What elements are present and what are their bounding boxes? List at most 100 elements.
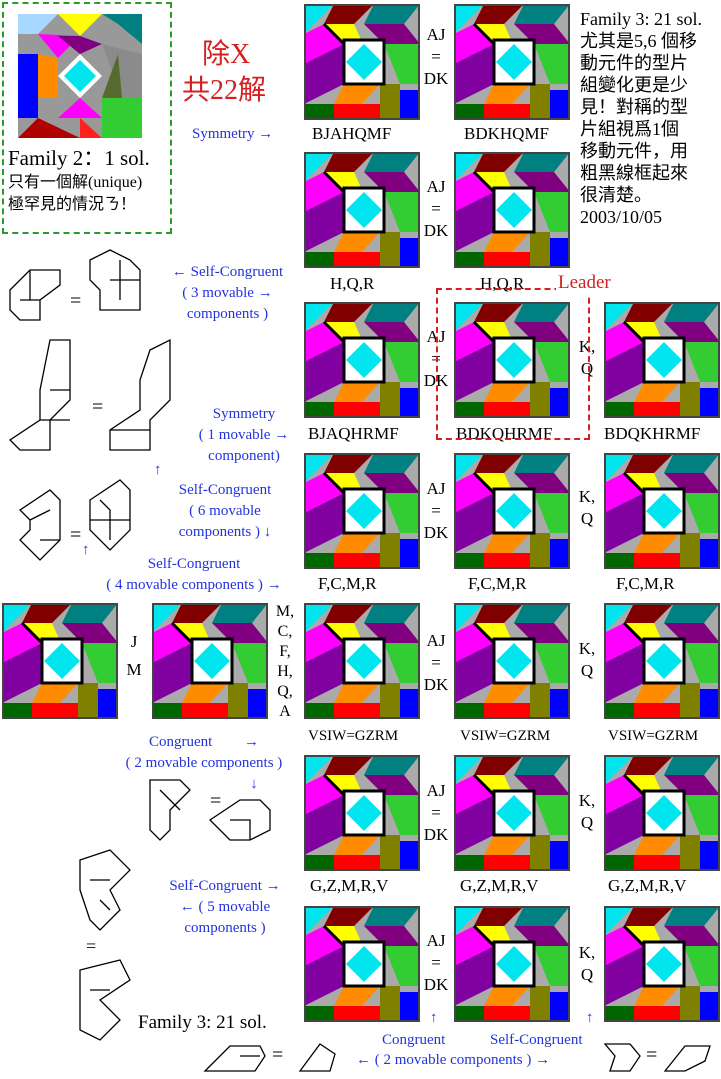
equals-sign: =	[86, 936, 96, 956]
family3-bottom-title: Family 3: 21 sol.	[138, 1012, 267, 1033]
self-congruent-6-note: Self-Congruent ( 6 movable components ) …	[178, 482, 272, 540]
leader-box	[436, 288, 590, 440]
arrow-right-icon: →	[257, 285, 273, 301]
note-line: 尤其是5,6 個移	[580, 31, 697, 51]
aj-dk-label: AJ = DK	[423, 25, 449, 88]
shape-selfcong-b	[663, 1045, 711, 1072]
self-congruent-5-note: Self-Congruent → ← ( 5 movable component…	[169, 878, 281, 936]
caption: VSIW=GZRM	[460, 728, 551, 744]
shape-sym1-right	[109, 338, 171, 451]
shape-sc3-left	[9, 269, 61, 321]
solution-tile	[454, 152, 570, 268]
note-line: 見！對稱的型	[580, 97, 688, 117]
shape-sc5-top	[79, 849, 131, 931]
caption: BJAHQMF	[312, 124, 392, 143]
equals-sign: =	[70, 290, 82, 312]
shape-congruent-b	[298, 1043, 336, 1072]
solution-tile	[152, 603, 268, 719]
bottom-outlines	[203, 1043, 711, 1072]
family2-box	[2, 2, 172, 234]
solution-tile	[604, 755, 720, 871]
leader-label: Leader	[556, 272, 613, 294]
aj-dk-label: AJ = DK	[423, 479, 449, 542]
bottom-congruent: Congruent	[382, 1032, 446, 1048]
kq-label: K, Q	[578, 487, 596, 528]
arrow-up-icon: ↑	[430, 1010, 438, 1026]
caption: BDKHQMF	[464, 124, 550, 143]
arrow-right-icon: →	[274, 427, 290, 443]
arrow-up-icon: ↑	[82, 542, 90, 558]
solution-tile	[454, 755, 570, 871]
arrow-up-icon: ↑	[154, 462, 162, 478]
arrow-left-icon: ←	[171, 264, 187, 280]
arrow-right-icon: →	[258, 126, 274, 142]
note-line: 動元件的型片	[580, 53, 688, 73]
family2-note2: 極罕見的情況ㄋ！	[8, 196, 137, 213]
arrow-left-icon: ←	[179, 899, 195, 915]
shape-sc6-right	[89, 479, 131, 551]
arrow-down-icon: ↓	[250, 776, 258, 792]
family2-note1: 只有一個解(unique)	[8, 174, 143, 191]
solution-tile	[604, 453, 720, 569]
solution-tile	[454, 302, 570, 418]
kq-label: K, Q	[578, 337, 596, 378]
solution-tile	[604, 302, 720, 418]
caption: G,Z,M,R,V	[310, 876, 389, 895]
arrow-right-icon: →	[244, 734, 260, 750]
note-line: Family 3: 21 sol.	[580, 9, 703, 29]
caption: H,Q,R	[330, 274, 375, 293]
kq-label: K, Q	[578, 943, 596, 984]
caption: F,C,M,R	[318, 574, 377, 593]
component-outlines: =	[8, 249, 271, 1041]
arrow-right-icon: →	[266, 577, 282, 593]
shape-sym1-left	[8, 339, 71, 451]
caption: BJAQHRMF	[308, 424, 399, 443]
shape-cong2-right	[208, 799, 271, 841]
aj-dk-label: AJ = DK	[423, 781, 449, 844]
self-congruent-4-note: Self-Congruent ( 4 movable components ) …	[106, 556, 282, 593]
equals-sign: =	[646, 1044, 658, 1066]
note-line: 片組視爲1個	[580, 119, 679, 139]
family2-puzzle	[18, 14, 142, 138]
caption: G,Z,M,R,V	[460, 876, 539, 895]
solution-tile	[454, 603, 570, 719]
shape-sc3-right	[89, 249, 141, 311]
note-line: 2003/10/05	[580, 207, 663, 227]
bottom-movable: ← ( 2 movable components ) →	[356, 1052, 551, 1068]
equals-sign: =	[272, 1044, 284, 1066]
aj-dk-label: AJ = DK	[423, 631, 449, 694]
self-congruent-3-note: ← Self-Congruent ( 3 movable → component…	[171, 264, 284, 322]
bottom-self-congruent: Self-Congruent	[490, 1032, 583, 1048]
exclusion-line2: 共22解	[182, 75, 267, 106]
shape-congruent-a	[203, 1045, 266, 1072]
solution-tile	[304, 906, 420, 1022]
family3-note: Family 3: 21 sol. 尤其是5,6 個移 動元件的型片 組變化更是…	[580, 8, 702, 228]
aj-dk-label: AJ = DK	[423, 931, 449, 994]
solution-tile	[304, 302, 420, 418]
arrow-up-icon: ↑	[586, 1010, 594, 1026]
equals-sign: =	[70, 524, 82, 546]
shape-sc5-bottom	[79, 959, 131, 1041]
caption: BDQKHRMF	[604, 424, 701, 443]
note-line: 移動元件，用	[580, 141, 688, 161]
note-line: 組變化更是少	[580, 75, 688, 95]
shape-sc6-left	[18, 489, 61, 561]
family2-title: Family 2：1 sol.	[8, 146, 150, 170]
aj-dk-label: AJ = DK	[423, 177, 449, 240]
caption: F,C,M,R	[468, 574, 527, 593]
shape-cong2-left	[149, 779, 191, 841]
arrow-right-icon: →	[535, 1052, 551, 1068]
mcf-label: M, C, F, H, Q, A	[275, 603, 295, 720]
solution-tile	[304, 603, 420, 719]
note-line: 很清楚。	[580, 185, 652, 205]
caption: VSIW=GZRM	[608, 728, 699, 744]
solution-tile	[604, 906, 720, 1022]
kq-label: K, Q	[578, 639, 596, 680]
solution-tile	[304, 453, 420, 569]
equals-sign: =	[92, 396, 104, 418]
kq-label: K, Q	[578, 791, 596, 832]
equals-sign: =	[210, 790, 222, 812]
solution-tile	[454, 453, 570, 569]
arrow-down-icon: ↓	[263, 524, 272, 540]
